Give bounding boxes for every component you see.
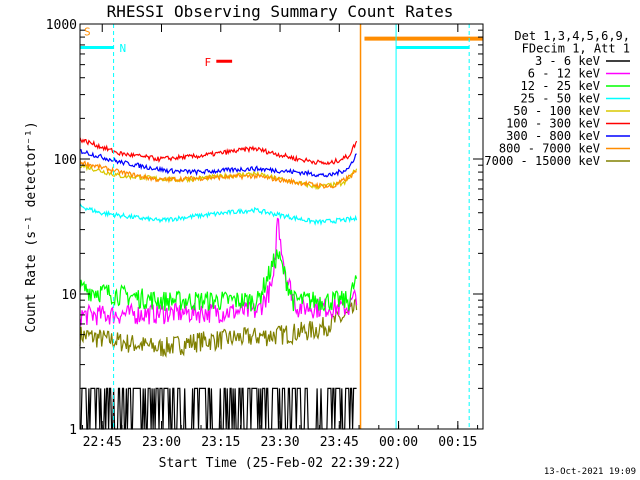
series-line-8 — [79, 297, 358, 358]
series-line-5 — [79, 137, 358, 166]
x-tick-label: 23:45 — [320, 435, 359, 450]
legend-label: 100 - 300 keV — [506, 117, 600, 131]
timestamp: 13-Oct-2021 19:09 — [544, 467, 636, 477]
series-line-1 — [79, 217, 358, 326]
legend-label: 12 - 25 keV — [521, 79, 600, 93]
y-tick-label: 1000 — [46, 18, 77, 33]
x-tick-label: 00:00 — [379, 435, 418, 450]
chart-title: RHESSI Observing Summary Count Rates — [107, 2, 454, 21]
legend-label: 300 - 800 keV — [506, 129, 600, 143]
y-tick-label: 1 — [69, 423, 77, 438]
y-axis-ticks: 1 10 100 1000 — [46, 18, 483, 438]
legend-label: 50 - 100 keV — [513, 104, 600, 118]
x-tick-label: 00:15 — [438, 435, 477, 450]
x-axis-ticks: 22:45 23:00 23:15 23:30 23:45 00:00 00:15 — [81, 24, 479, 450]
legend-label: 3 - 6 keV — [535, 54, 600, 68]
y-axis-label: Count Rate (s⁻¹ detector⁻¹) — [24, 121, 39, 332]
legend-label: 800 - 7000 keV — [499, 142, 600, 156]
y-tick-label: 100 — [54, 153, 77, 168]
plot-area: S N F — [79, 24, 483, 430]
series-line-2 — [79, 249, 358, 312]
legend-header: FDecim 1, Att 1 — [522, 42, 630, 56]
legend-header: Det 1,3,4,5,6,9, — [514, 29, 630, 43]
x-tick-label: 23:00 — [142, 435, 181, 450]
series-line-7 — [79, 159, 357, 189]
plot-frame — [79, 23, 484, 430]
x-tick-label: 23:30 — [260, 435, 299, 450]
legend-label: 6 - 12 keV — [528, 67, 600, 81]
annotation-n: N — [120, 42, 127, 55]
x-tick-label: 23:15 — [201, 435, 240, 450]
series-line-0 — [80, 387, 357, 430]
x-axis-label: Start Time (25-Feb-02 22:39:22) — [159, 456, 402, 471]
y-tick-label: 10 — [61, 288, 77, 303]
legend: Det 1,3,4,5,6,9,FDecim 1, Att 13 - 6 keV… — [484, 29, 630, 168]
annotation-s: S — [84, 26, 91, 39]
annotation-f: F — [204, 56, 211, 69]
series-line-6 — [79, 149, 357, 178]
legend-label: 7000 - 15000 keV — [484, 154, 600, 168]
series-line-3 — [79, 203, 358, 226]
legend-label: 25 - 50 keV — [521, 92, 600, 106]
x-tick-label: 22:45 — [83, 435, 122, 450]
